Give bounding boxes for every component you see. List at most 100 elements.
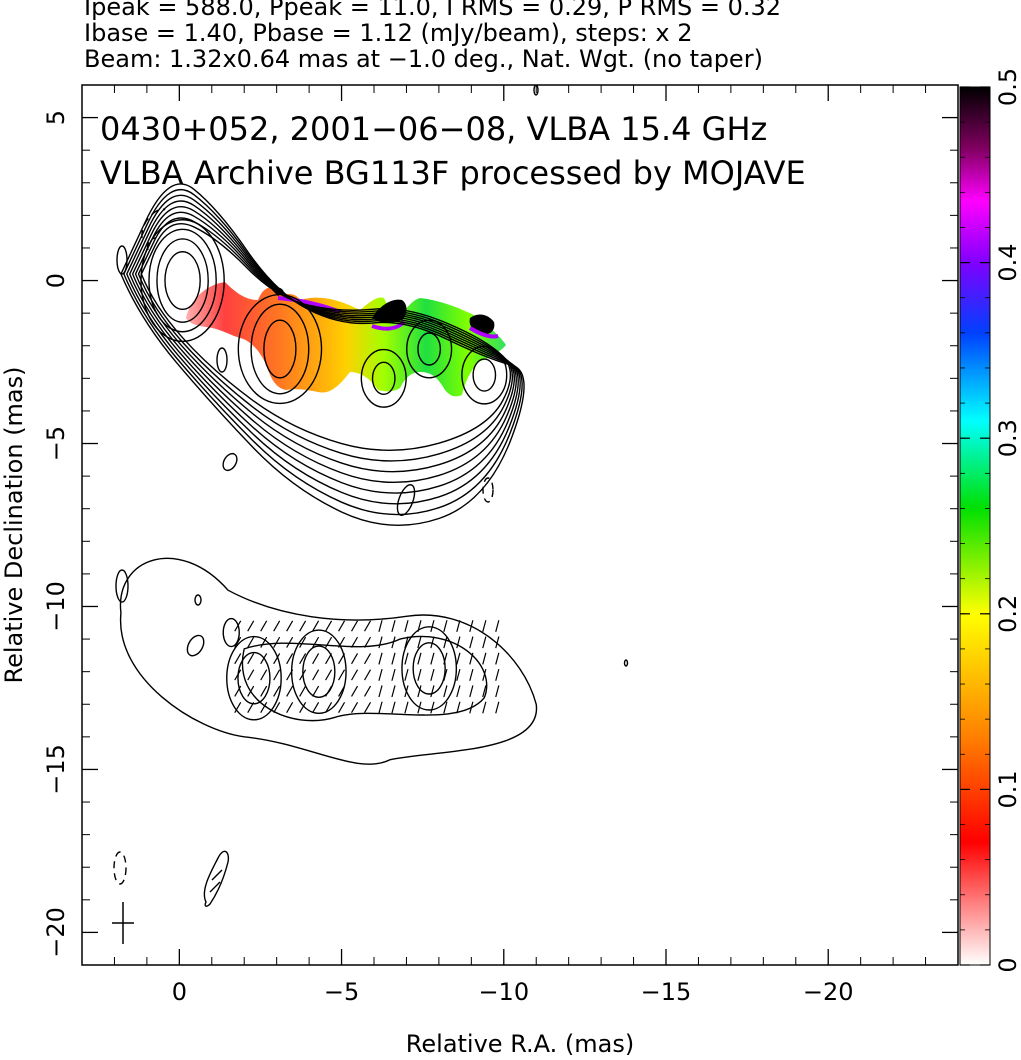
evpa-tick bbox=[430, 685, 435, 698]
evpa-tick bbox=[443, 701, 448, 714]
header-line-1: Ipeak = 588.0, Ppeak = 11.0, I RMS = 0.2… bbox=[84, 0, 782, 21]
plot-frame bbox=[81, 84, 959, 966]
evpa-tick bbox=[351, 702, 359, 714]
evpa-tick bbox=[417, 685, 422, 698]
evpa-tick bbox=[299, 653, 307, 665]
evpa-tick bbox=[299, 702, 307, 714]
evpa-tick bbox=[469, 685, 474, 698]
core-contour bbox=[156, 238, 209, 323]
evpa-tick bbox=[247, 702, 255, 714]
evpa-tick bbox=[378, 685, 383, 698]
evpa-tick bbox=[325, 636, 333, 648]
evpa-tick bbox=[456, 636, 461, 649]
evpa-tick bbox=[234, 702, 242, 714]
evpa-tick bbox=[363, 653, 372, 665]
evpa-tick bbox=[247, 685, 255, 697]
evpa-tick bbox=[286, 685, 294, 697]
evpa-tick bbox=[273, 685, 281, 697]
evpa-tick bbox=[482, 652, 487, 665]
polarized-intensity-contours bbox=[119, 557, 537, 765]
evpa-tick bbox=[404, 701, 409, 714]
evpa-tick bbox=[378, 636, 383, 649]
evpa-tick bbox=[378, 620, 383, 632]
evpa-tick bbox=[260, 669, 268, 681]
evpa-tick bbox=[338, 669, 346, 681]
colorbar-tick-label: 0.4 bbox=[994, 244, 1021, 282]
evpa-tick bbox=[273, 620, 281, 632]
evpa-tick bbox=[260, 620, 268, 632]
evpa-tick bbox=[286, 636, 294, 648]
evpa-tick bbox=[404, 636, 409, 649]
evpa-tick bbox=[456, 701, 461, 714]
colorbar-tick-label: 0.3 bbox=[994, 419, 1021, 457]
polarized-knot-contour bbox=[237, 651, 271, 705]
evpa-tick bbox=[443, 636, 448, 649]
evpa-tick bbox=[286, 653, 294, 665]
evpa-tick bbox=[363, 636, 372, 648]
evpa-tick bbox=[325, 669, 333, 681]
evpa-tick bbox=[430, 652, 435, 665]
evpa-tick bbox=[351, 685, 359, 697]
evpa-tick bbox=[286, 620, 294, 632]
jet-knot-contour bbox=[406, 319, 453, 379]
evpa-tick bbox=[351, 653, 359, 665]
evpa-tick bbox=[482, 685, 487, 698]
evpa-tick bbox=[443, 652, 448, 665]
noise-contours bbox=[113, 85, 629, 907]
core-contour bbox=[148, 228, 217, 333]
evpa-tick bbox=[456, 668, 461, 681]
evpa-tick bbox=[469, 636, 474, 649]
evpa-tick bbox=[456, 620, 461, 632]
evpa-tick bbox=[417, 668, 422, 681]
map-area bbox=[112, 85, 629, 944]
evpa-tick bbox=[391, 652, 396, 665]
y-tick-label: 0 bbox=[42, 273, 70, 288]
beam-marker bbox=[112, 902, 134, 944]
evpa-tick bbox=[351, 620, 359, 632]
evpa-tick bbox=[391, 668, 396, 681]
evpa-tick bbox=[286, 702, 294, 714]
total-intensity-contours bbox=[120, 183, 525, 526]
colorbar-tick-label: 0.1 bbox=[994, 770, 1021, 808]
evpa-tick bbox=[273, 669, 281, 681]
fractional-polarization-map bbox=[186, 282, 506, 397]
evpa-tick bbox=[338, 653, 346, 665]
colorbar-tick-label: 0.5 bbox=[994, 68, 1021, 106]
evpa-tick bbox=[443, 668, 448, 681]
evpa-tick bbox=[378, 652, 383, 665]
evpa-tick bbox=[363, 685, 372, 697]
evpa-tick bbox=[312, 669, 320, 681]
colorbar-tick-label: 0.2 bbox=[994, 595, 1021, 633]
evpa-tick bbox=[417, 636, 422, 649]
polarized-intensity-outer-contour bbox=[119, 557, 537, 765]
evpa-tick bbox=[482, 668, 487, 681]
evpa-tick bbox=[404, 652, 409, 665]
evpa-tick bbox=[469, 620, 474, 632]
evpa-tick bbox=[469, 701, 474, 714]
evpa-tick bbox=[391, 636, 396, 649]
evpa-tick bbox=[260, 685, 268, 697]
y-tick-label: −5 bbox=[42, 426, 70, 461]
evpa-tick bbox=[417, 620, 422, 632]
evpa-tick bbox=[363, 669, 372, 681]
evpa-tick bbox=[456, 652, 461, 665]
core-contour bbox=[164, 251, 201, 311]
x-tick-label: −10 bbox=[478, 978, 529, 1006]
polarized-knot-contour bbox=[412, 642, 446, 695]
evpa-tick bbox=[325, 702, 333, 714]
evpa-tick bbox=[443, 685, 448, 698]
plot-title-line-2: VLBA Archive BG113F processed by MOJAVE bbox=[100, 154, 806, 192]
jet-knot-contour bbox=[472, 358, 497, 392]
colorbar: 0 0.1 0.2 0.3 0.4 0.5 bbox=[959, 68, 1021, 973]
y-tick-label: −10 bbox=[42, 581, 70, 632]
evpa-tick bbox=[312, 636, 320, 648]
x-tick-label: −15 bbox=[641, 978, 692, 1006]
evpa-tick bbox=[391, 685, 396, 698]
core-contour bbox=[140, 219, 225, 343]
evpa-tick bbox=[234, 636, 242, 648]
y-axis-label: Relative Declination (mas) bbox=[0, 366, 28, 683]
evpa-tick bbox=[351, 669, 359, 681]
jet-knot-contour bbox=[360, 348, 407, 408]
x-tick-label: 0 bbox=[172, 978, 187, 1006]
evpa-tick bbox=[247, 636, 255, 648]
